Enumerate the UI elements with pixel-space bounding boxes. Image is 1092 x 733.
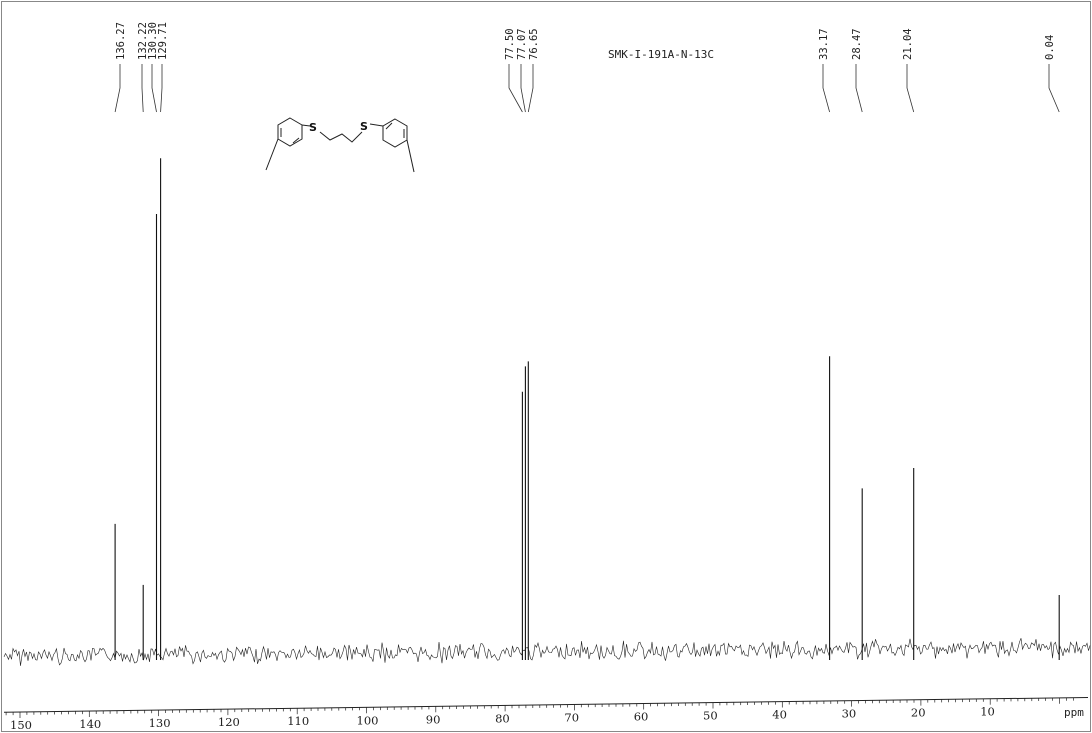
peaks-group (114, 158, 1060, 660)
sulfur-atom-right: S (360, 120, 368, 133)
x-tick-label-6: 90 (426, 712, 441, 726)
peak-label-6: 76.65 (528, 28, 540, 60)
peak-marker-0 (114, 64, 121, 113)
peak-marker-1 (141, 64, 144, 113)
peak-label-7: 33.17 (818, 28, 830, 60)
x-tick-label-2: 130 (149, 716, 171, 730)
baseline-trace (3, 638, 1091, 666)
x-tick-label-12: 30 (842, 707, 857, 721)
peak-marker-3 (160, 64, 163, 113)
x-tick-label-13: 20 (911, 706, 926, 720)
peak-label-5: 77.07 (516, 28, 528, 60)
x-tick-label-9: 60 (634, 710, 649, 724)
peak-label-4: 77.50 (504, 28, 516, 60)
peak-label-9: 21.04 (902, 28, 914, 60)
x-tick-label-14: 10 (980, 705, 995, 719)
baseline-noise (3, 638, 1091, 666)
x-tick-label-11: 40 (772, 708, 787, 722)
peak-label-0: 136.27 (115, 22, 127, 60)
x-axis: 150 140 130 120 110 100 90 80 70 60 50 40 30 20 10 (3, 696, 1089, 732)
peak-marker-10 (1048, 64, 1060, 113)
peak-marker-8 (855, 64, 863, 113)
x-tick-label-5: 100 (357, 713, 379, 727)
peak-label-1: 132.22 (137, 22, 149, 60)
x-tick-label-4: 110 (287, 714, 309, 728)
x-tick-label-8: 70 (564, 710, 579, 724)
x-tick-label-3: 120 (218, 715, 240, 729)
peak-label-markers (114, 64, 1060, 113)
peak-marker-6 (527, 64, 534, 113)
x-tick-label-10: 50 (703, 709, 718, 723)
peak-marker-7 (822, 64, 830, 113)
peak-marker-4 (508, 64, 523, 113)
peak-label-8: 28.47 (851, 28, 863, 60)
peak-label-2: 130.30 (147, 22, 159, 60)
x-tick-label-0: 150 (10, 718, 32, 732)
peak-label-10: 0.04 (1044, 35, 1056, 60)
x-tick-label-1: 140 (79, 717, 101, 731)
chart-title: SMK-I-191A-N-13C (608, 48, 714, 61)
x-tick-label-7: 80 (495, 711, 510, 725)
peak-marker-9 (906, 64, 915, 113)
peak-marker-2 (151, 64, 157, 113)
chemical-structure (265, 117, 415, 173)
peak-marker-5 (520, 64, 526, 113)
sulfur-atom-left: S (309, 121, 317, 134)
x-axis-unit: ppm (1064, 706, 1084, 719)
peak-label-3: 129.71 (157, 22, 169, 60)
